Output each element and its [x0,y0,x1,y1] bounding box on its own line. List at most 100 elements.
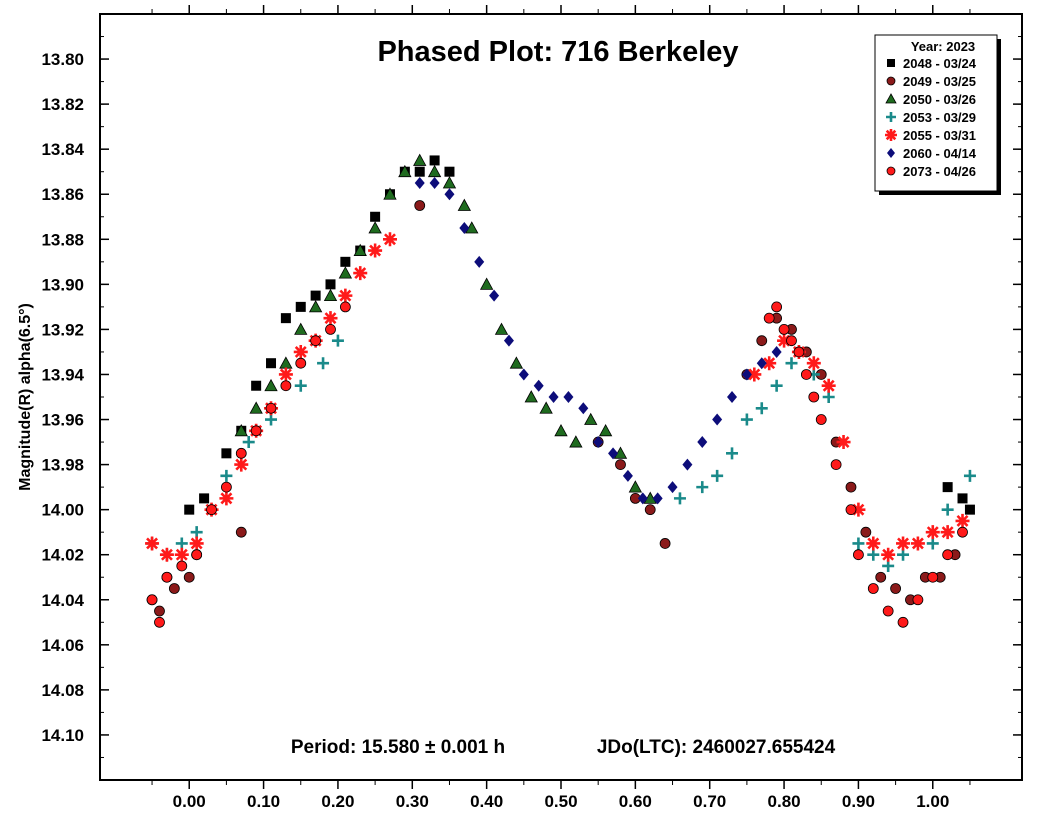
data-point [740,413,753,426]
y-axis: 13.80 13.82 13.84 13.86 13.88 13.90 13.92 13.94… [41,13,1022,781]
data-point [860,526,872,538]
data-point [777,333,792,348]
data-point [317,357,330,370]
data-point [942,549,954,561]
data-point [235,526,247,538]
data-point [963,469,976,482]
data-point [897,548,910,561]
data-point [161,571,173,583]
data-point [845,504,857,516]
data-point [414,166,425,177]
data-point [957,493,968,504]
data-point [220,469,233,482]
data-point [778,324,790,335]
data-point [427,164,442,178]
data-point [882,605,894,617]
data-point [219,491,234,506]
data-point [608,447,619,460]
series-6 [414,176,782,505]
data-point [206,504,217,516]
data-point [941,503,954,516]
y-tick-label: 14.06 [41,636,84,655]
data-point [176,560,188,572]
data-point [942,482,953,493]
x-tick-label: 1.00 [916,792,949,811]
data-point [398,164,412,178]
x-tick-label: 0.20 [321,792,354,811]
data-point [154,616,165,628]
data-point [578,402,589,415]
data-point [338,288,353,303]
data-point [593,436,604,449]
data-point [368,221,382,234]
data-point [712,413,723,426]
data-series-layer [145,153,976,628]
data-point [940,525,955,540]
data-point [310,335,322,347]
data-point [845,481,857,493]
data-point [815,414,827,425]
data-point [896,536,911,551]
data-point [771,301,783,313]
data-point [221,481,232,493]
data-point [741,368,752,381]
data-point [295,301,306,312]
data-point [830,459,842,470]
data-point [548,391,559,403]
x-tick-label: 0.10 [247,792,280,811]
data-point [808,391,820,403]
y-tick-label: 13.90 [41,275,84,294]
data-point [340,256,351,267]
legend-marker [886,112,896,122]
legend-marker [885,129,897,141]
legend-title: Year: 2023 [911,39,975,54]
legend-marker [887,148,895,158]
data-point [308,300,323,313]
data-point [353,266,368,281]
y-tick-label: 13.98 [41,456,84,475]
data-point [339,301,351,313]
data-point [628,480,643,493]
data-point [331,334,344,347]
period-annotation: Period: 15.580 ± 0.001 h [291,737,505,758]
data-point [183,571,195,583]
data-point [174,547,189,562]
legend-entry-label: 2050 - 03/26 [903,92,976,107]
data-point [159,547,174,562]
y-tick-label: 13.96 [41,411,84,430]
data-point [413,153,427,166]
data-point [533,379,544,392]
data-point [175,537,188,550]
data-point [925,525,940,540]
y-tick-label: 13.82 [41,95,84,114]
data-point [569,435,583,448]
data-point [890,583,901,594]
data-point [242,436,255,449]
y-tick-label: 13.84 [41,140,84,159]
data-point [697,436,708,449]
data-point [955,513,970,528]
data-point [852,537,865,550]
data-point [539,401,553,414]
data-point [822,391,835,403]
x-tick-label: 0.90 [842,792,875,811]
series-7 [146,301,968,628]
data-point [910,536,925,551]
data-point [168,583,180,594]
data-point [793,346,805,358]
data-point [249,401,263,414]
data-point [711,469,724,482]
y-tick-label: 14.08 [41,681,84,700]
data-point [459,222,470,235]
data-point [836,435,851,450]
legend: Year: 2023 2048 - 03/24 2049 - 03/25 2050 … [874,34,1001,195]
y-tick-label: 14.04 [41,591,84,610]
data-point [503,334,514,347]
legend-entry-label: 2048 - 03/24 [903,56,977,71]
data-point [251,380,262,391]
data-point [294,379,307,392]
data-point [234,457,249,472]
data-point [747,367,762,382]
legend-marker [887,59,895,67]
